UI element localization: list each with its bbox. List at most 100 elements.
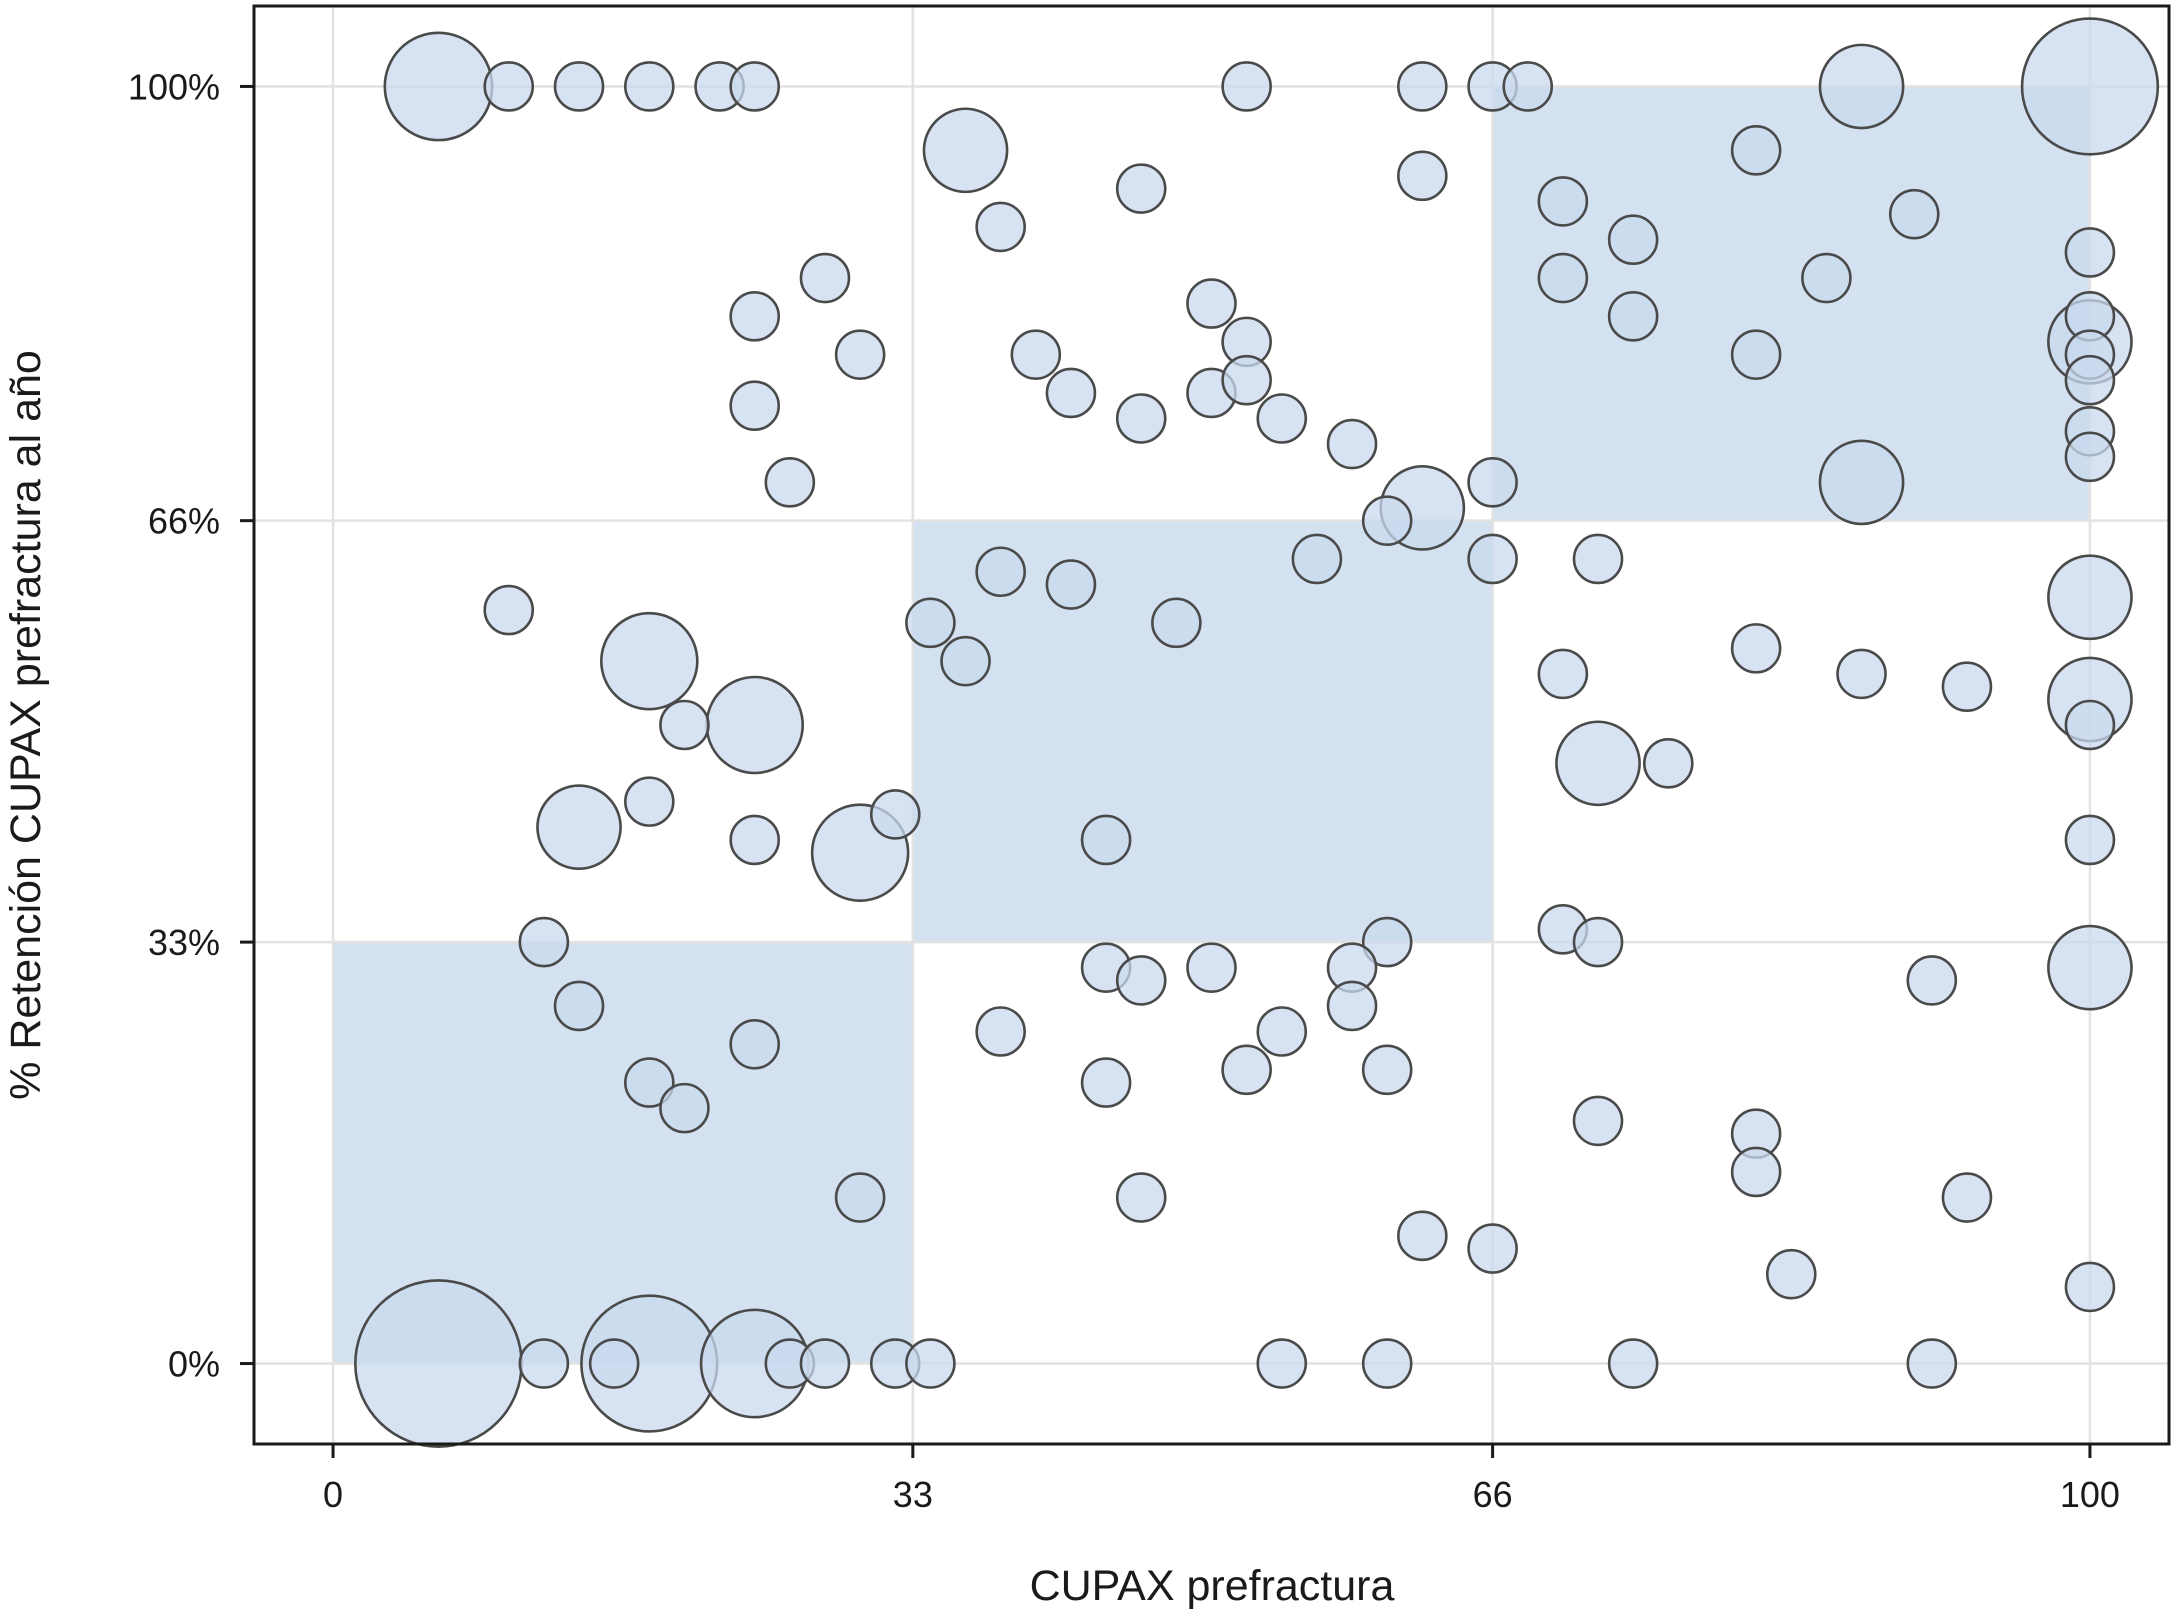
bubble (1730, 623, 1782, 674)
bubble (1730, 329, 1782, 380)
bubble (1045, 559, 1097, 610)
bubble (1572, 916, 1624, 968)
bubble (869, 789, 921, 840)
bubble (1186, 278, 1237, 329)
x-tick-label-2: 66 (1473, 1474, 1513, 1515)
bubble (799, 1338, 851, 1389)
bubble (1115, 1172, 1167, 1223)
bubble (1115, 955, 1167, 1006)
bubble (1045, 367, 1097, 419)
bubble (2064, 354, 2116, 406)
bubble (2020, 17, 2160, 156)
bubble (1397, 150, 1448, 202)
bubble (922, 107, 1009, 194)
bubble (483, 584, 535, 636)
bubble (1818, 43, 1905, 130)
bubble (729, 1018, 781, 1070)
bubble (1801, 252, 1852, 304)
bubble (1607, 291, 1659, 342)
bubble (1607, 1338, 1659, 1389)
bubble (553, 61, 605, 112)
bubble (1256, 393, 1308, 444)
bubble (1326, 418, 1378, 470)
bubble (729, 814, 781, 866)
bubble (536, 784, 622, 871)
bubble (1467, 533, 1518, 585)
bubble (1537, 252, 1589, 304)
bubble (834, 329, 886, 380)
plot-frame (252, 4, 2171, 1446)
bubble (1397, 61, 1448, 112)
bubble (1361, 1044, 1413, 1096)
bubble (483, 61, 535, 112)
bubble (975, 1006, 1026, 1057)
bubble (729, 61, 781, 112)
bubble (1010, 329, 1062, 380)
bubble (383, 31, 494, 142)
bubble (1730, 1146, 1782, 1198)
bubble (659, 1082, 710, 1134)
bubble (1326, 980, 1378, 1032)
bubble (1221, 1044, 1272, 1096)
bubble (1502, 61, 1554, 112)
bubble (2047, 924, 2133, 1011)
bubble (1467, 457, 1518, 508)
bubble (1730, 125, 1782, 176)
bubble (1555, 720, 1641, 807)
bubble (1467, 1223, 1518, 1274)
bubble (518, 916, 570, 968)
bubble (2064, 431, 2116, 483)
y-tick-label-1: 33% (148, 922, 220, 963)
bubble (834, 1172, 886, 1223)
bubble (1221, 61, 1272, 112)
bubble (1765, 1248, 1817, 1300)
bubble (1906, 955, 1958, 1006)
y-tick-label-2: 66% (148, 501, 220, 542)
bubble (1080, 814, 1132, 866)
bubble (553, 980, 605, 1032)
bubble (518, 1338, 570, 1389)
axis-ticks: 0 33 66 100 0% 33% 66% 100% (128, 66, 2120, 1515)
bubble (588, 1338, 640, 1389)
x-tick-label-1: 33 (893, 1474, 933, 1515)
bubble (1151, 597, 1202, 649)
bubble (1080, 1057, 1132, 1108)
bubble (2064, 814, 2116, 866)
bubble (2064, 699, 2116, 751)
bubble (2064, 227, 2116, 278)
bubble (599, 611, 699, 711)
y-axis-title: % Retención CUPAX prefractura al año (2, 350, 50, 1100)
bubble (1256, 1338, 1308, 1389)
bubble (975, 201, 1026, 253)
bubble (1361, 495, 1413, 546)
bubble (1818, 439, 1905, 526)
bubble (1256, 1006, 1308, 1057)
bubble (1941, 661, 1993, 712)
bubble (905, 597, 956, 649)
bubble (729, 291, 781, 342)
bubble (1607, 214, 1659, 266)
bubble (1537, 176, 1589, 227)
bubble (1115, 393, 1167, 444)
y-tick-label-3: 100% (128, 66, 220, 107)
bubble (623, 1057, 675, 1108)
bubble (2047, 554, 2133, 641)
bubble (905, 1338, 956, 1389)
shaded-region-3 (1492, 86, 2090, 521)
bubble (975, 546, 1026, 598)
bubble (1572, 1095, 1624, 1147)
bubble (729, 380, 781, 432)
bubble (1572, 533, 1624, 585)
bubbles (354, 17, 2160, 1448)
bubble (354, 1279, 523, 1448)
bubble (1906, 1338, 1958, 1389)
bubble (1186, 942, 1237, 993)
bubble (1221, 354, 1272, 406)
y-tick-label-0: 0% (168, 1344, 220, 1385)
bubble (1888, 188, 1940, 240)
bubble (623, 776, 675, 827)
x-tick-label-0: 0 (323, 1474, 343, 1515)
bubble (623, 61, 675, 112)
bubble (1836, 648, 1887, 700)
